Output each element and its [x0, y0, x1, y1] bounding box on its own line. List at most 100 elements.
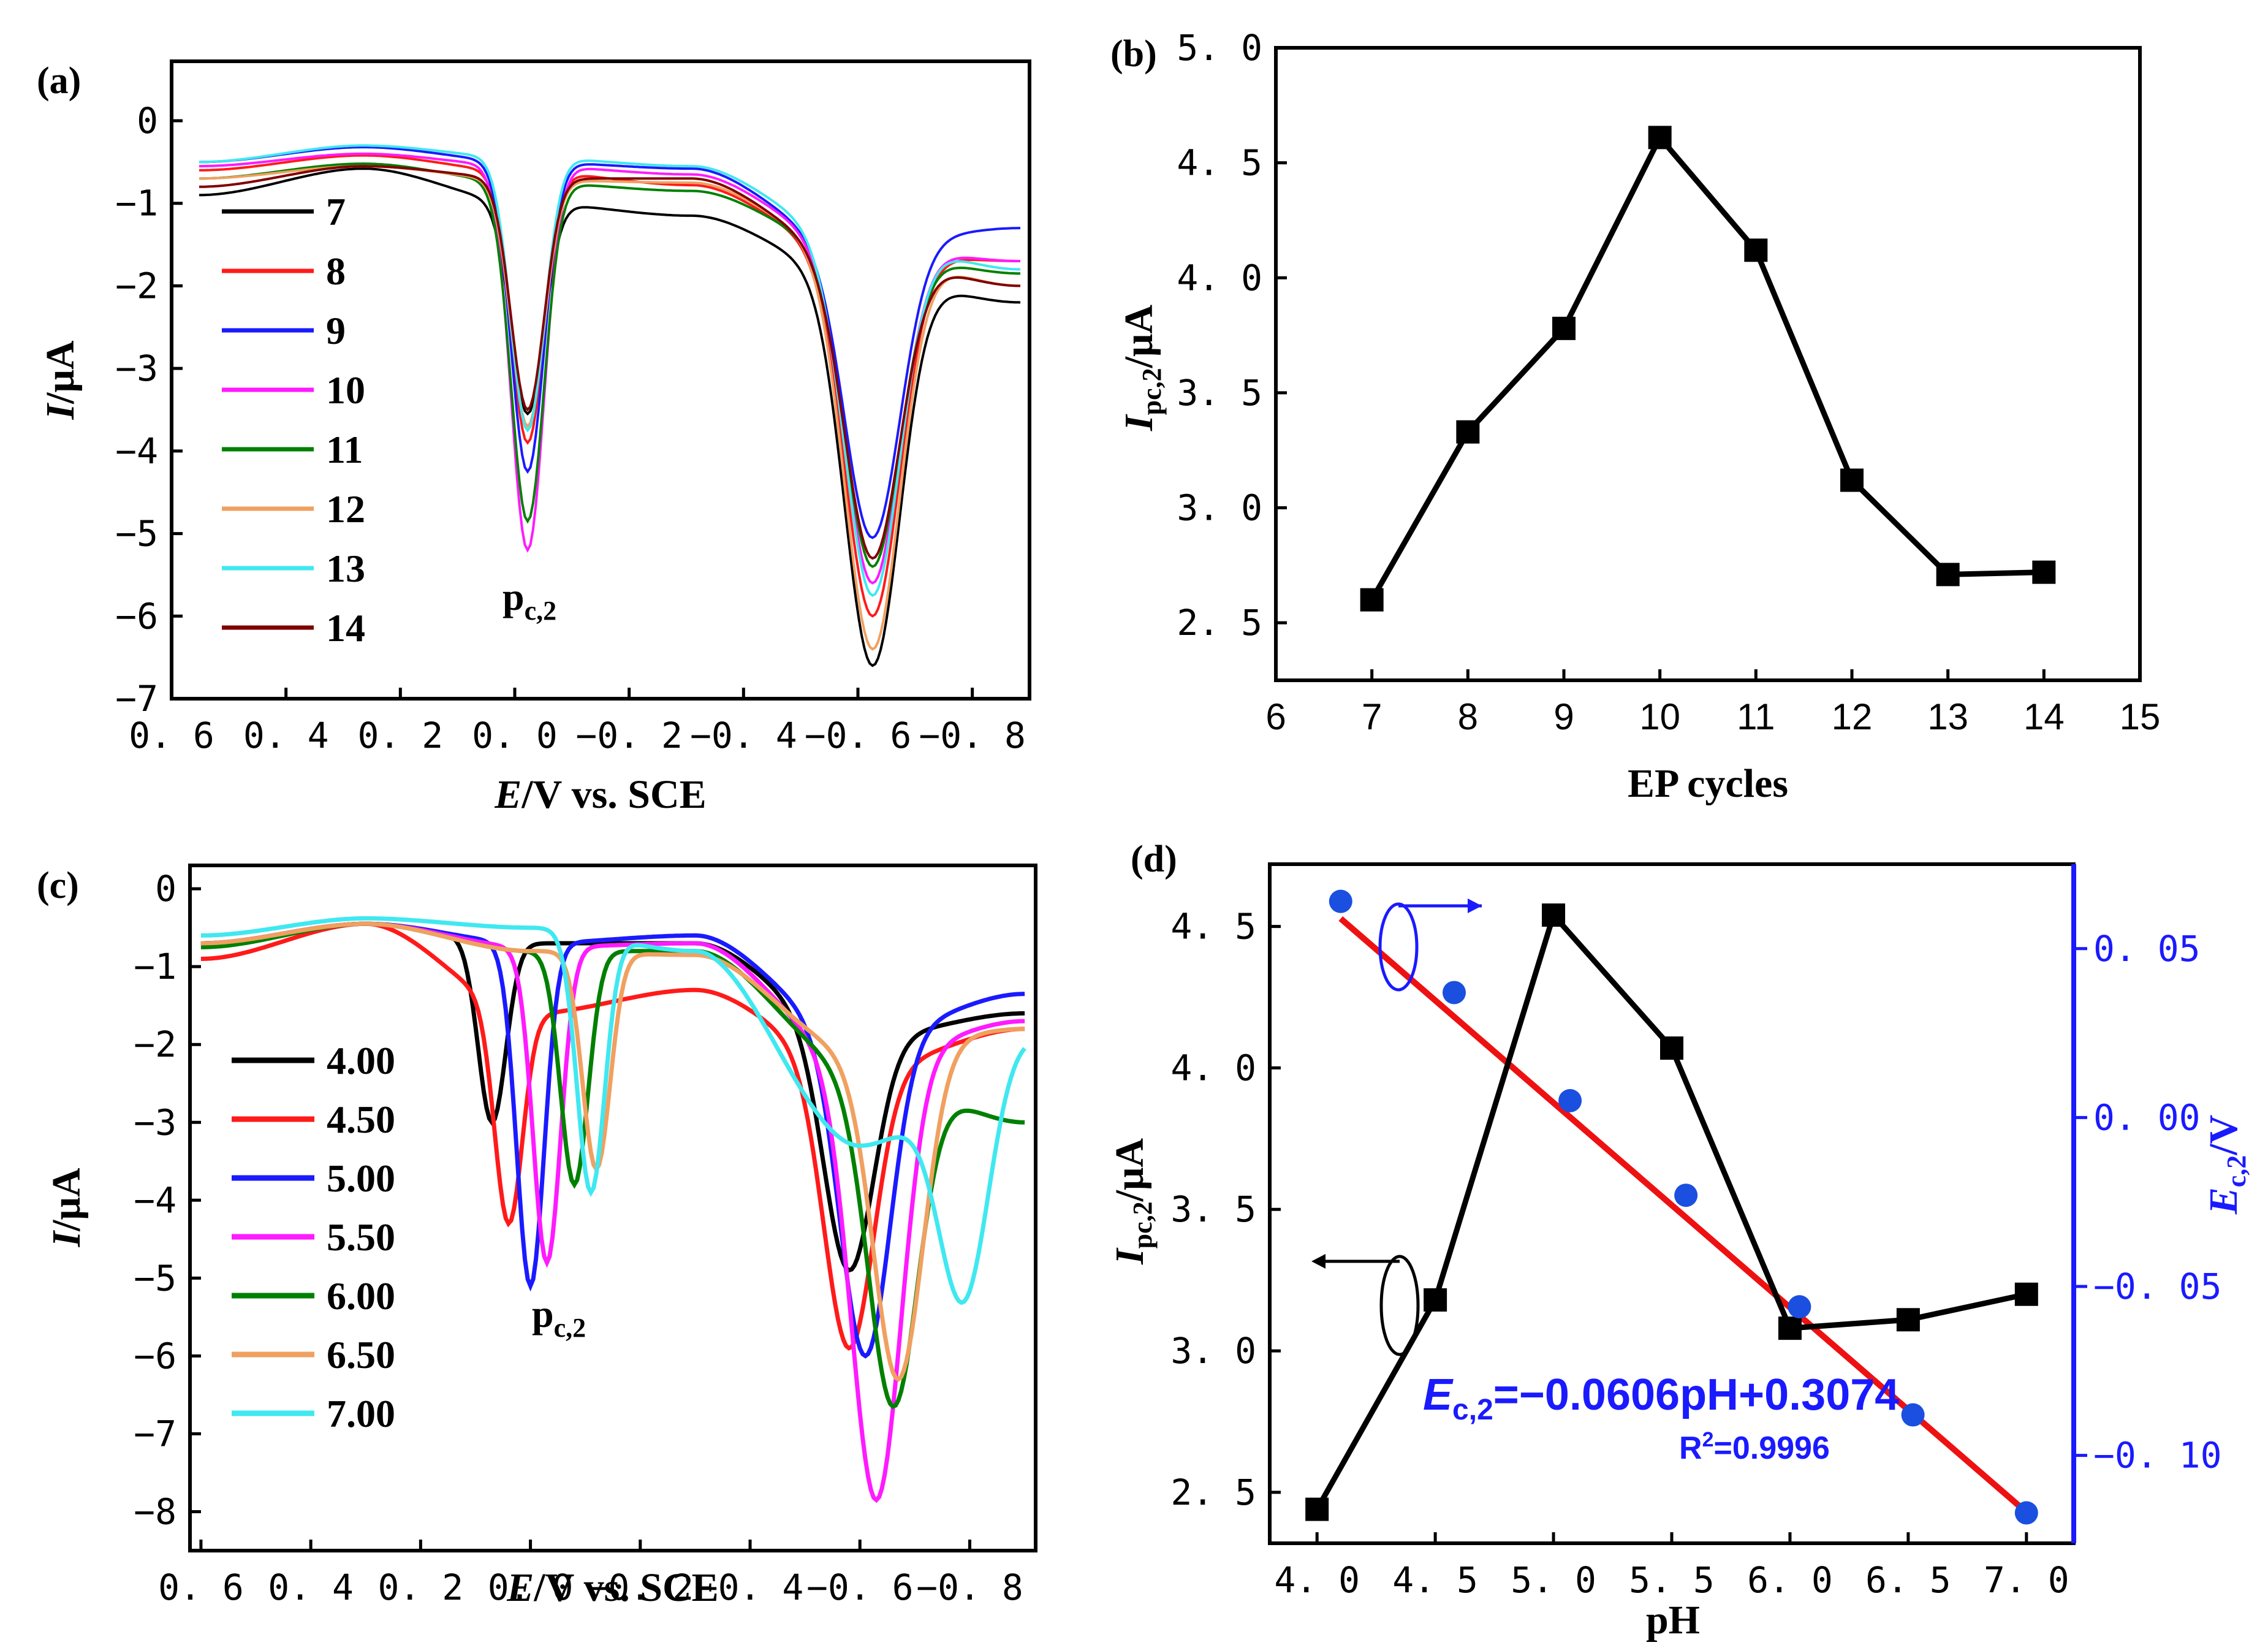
x-tick-label: 7. 0: [1984, 1559, 2069, 1601]
ipc-data-point: [1424, 1288, 1447, 1312]
legend-label-6.50: 6.50: [327, 1333, 395, 1377]
right-axis-callout-ellipse: [1378, 902, 1419, 992]
legend-label-7.00: 7.00: [327, 1392, 395, 1435]
ipc-data-point: [2014, 1282, 2038, 1306]
legend-label-13: 13: [326, 547, 365, 590]
ipc-data-point: [1778, 1316, 1802, 1340]
series-line: [1369, 132, 2044, 601]
panel-d-chart: (d) 4. 0 4. 5 5. 0 5. 5 6. 0 6. 5 7. 0 2. 5 3. 0…: [1107, 838, 2251, 1643]
data-point: [1744, 238, 1768, 262]
legend-label-6.00: 6.00: [327, 1274, 395, 1318]
data-point: [1840, 468, 1864, 492]
series-line-10: [199, 152, 1020, 585]
y-tick-label: −3: [115, 348, 158, 389]
left-axis-arrowhead-icon: [1311, 1254, 1326, 1269]
panel-a-frame: [170, 59, 1031, 701]
ec-data-point: [1674, 1183, 1698, 1207]
left-axis-callout-ellipse: [1379, 1255, 1420, 1356]
x-tick-label: 0. 2: [378, 1567, 464, 1608]
x-tick-label: −0. 2: [575, 715, 683, 756]
panel-a-peak-annotation: pc,2: [503, 575, 556, 626]
right-axis-arrowhead-icon: [1468, 898, 1482, 913]
panel-b-frame: [1274, 46, 2142, 682]
y-tick-label: −5: [115, 513, 158, 555]
x-tick-label: −0. 6: [805, 715, 912, 756]
x-tick-label: 8: [1458, 696, 1478, 737]
panel-c-xlabel: E/V vs. SCE: [506, 1565, 718, 1610]
ec-data-point: [1788, 1295, 1811, 1319]
panel-a-ylabel: I/μA: [38, 340, 83, 420]
x-tick-label: 5. 0: [1511, 1559, 1596, 1601]
y-tick-label: −5: [134, 1257, 176, 1299]
panel-a-chart: (a) 0. 6 0. 4 0. 2 0. 0 −0. 2 −0. 4 −0. 6 −0. 8…: [37, 59, 1031, 817]
panel-d-xlabel: pH: [1646, 1598, 1700, 1643]
x-tick-label: 4. 0: [1274, 1559, 1360, 1601]
series-line-11: [199, 162, 1020, 568]
legend-label-12: 12: [326, 487, 365, 531]
ipc-data-point: [1305, 1497, 1329, 1521]
x-tick-label: 9: [1553, 696, 1574, 737]
fit-r-squared: R2=0.9996: [1679, 1428, 1830, 1466]
y2-tick-label: −0. 05: [2093, 1266, 2222, 1307]
fit-equation: Ec,2=−0.0606pH+0.3074: [1423, 1370, 1899, 1426]
y-tick-label: −6: [115, 595, 158, 637]
data-point: [1936, 563, 1960, 587]
x-tick-label: 6. 5: [1865, 1559, 1951, 1601]
x-tick-label: 13: [1927, 696, 1968, 737]
x-tick-label: 0. 6: [158, 1567, 244, 1608]
y-tick-label: −4: [115, 430, 158, 472]
y-tick-label: 4. 0: [1177, 257, 1262, 298]
x-tick-label: 0. 4: [243, 715, 329, 756]
x-tick-label: 0. 6: [129, 715, 214, 756]
ec-data-point: [1901, 1403, 1925, 1427]
y2-tick-label: −0. 10: [2093, 1435, 2222, 1476]
x-tick-label: 0. 2: [357, 715, 443, 756]
x-tick-label: −0. 4: [690, 715, 797, 756]
panel-b-label: (b): [1110, 33, 1157, 75]
legend-label-4.00: 4.00: [327, 1039, 395, 1082]
ipc-data-point: [1660, 1036, 1683, 1060]
ec-data-point: [1329, 889, 1352, 913]
x-tick-label: 0. 0: [488, 1567, 574, 1608]
panel-d-label: (d): [1131, 838, 1177, 880]
panel-a-xlabel: E/V vs. SCE: [494, 772, 706, 817]
y-tick-label: −4: [134, 1179, 176, 1221]
x-tick-label: 12: [1832, 696, 1873, 737]
y-tick-label: 2. 5: [1170, 1472, 1256, 1513]
y-tick-label: 2. 5: [1177, 602, 1262, 644]
panel-c-ylabel: I/μA: [44, 1168, 89, 1247]
ipc-data-point: [1542, 903, 1566, 927]
series-line-7.00: [200, 916, 1026, 1305]
legend-label-9: 9: [326, 309, 346, 352]
series-line-14: [199, 165, 1020, 560]
x-tick-label: 6: [1265, 696, 1286, 737]
y-tick-label: 3. 0: [1177, 487, 1262, 529]
x-tick-label: −0. 8: [919, 715, 1026, 756]
panel-b-ylabel: Ipc,2/μA: [1117, 305, 1167, 431]
y-tick-label: −1: [115, 183, 158, 224]
y-tick-label: 0: [137, 100, 158, 142]
y-tick-label: 0: [155, 868, 176, 910]
y-tick-label: −3: [134, 1101, 176, 1143]
panel-c-label: (c): [37, 865, 79, 906]
y-tick-label: 5. 0: [1177, 27, 1262, 69]
y-tick-label: 3. 0: [1170, 1330, 1256, 1372]
y-tick-label: −1: [134, 946, 176, 987]
legend-label-8: 8: [326, 249, 346, 293]
y-tick-label: −8: [134, 1491, 176, 1532]
legend-label-10: 10: [326, 368, 365, 412]
panel-d-y2label: Ec,2/V: [2201, 1115, 2251, 1215]
ec-data-point: [2014, 1501, 2038, 1525]
y-tick-label: −2: [115, 265, 158, 306]
x-tick-label: 6. 0: [1747, 1559, 1833, 1601]
x-tick-label: −0. 8: [916, 1567, 1023, 1608]
panel-a-label: (a): [37, 60, 81, 102]
series-line-7: [199, 167, 1021, 667]
x-tick-label: −0. 2: [587, 1567, 694, 1608]
data-point: [1456, 420, 1480, 444]
x-tick-label: 14: [2023, 696, 2065, 737]
y-tick-label: −7: [115, 678, 158, 720]
data-point: [1648, 126, 1672, 150]
x-tick-label: 5. 5: [1629, 1559, 1715, 1601]
